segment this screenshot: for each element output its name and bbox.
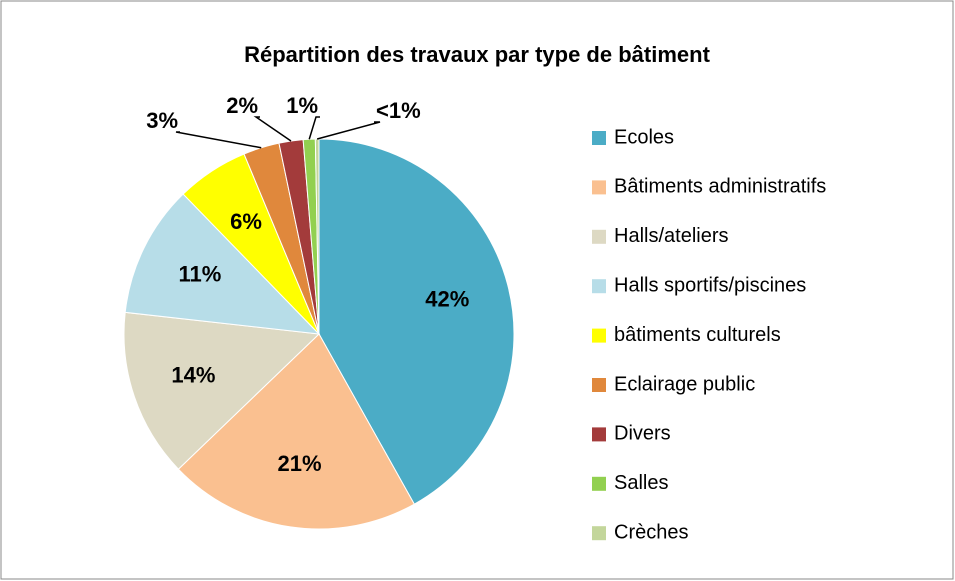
data-label: 42% [425,286,469,311]
legend-label: Eclairage public [614,373,755,395]
legend-swatch [592,476,606,491]
data-label: <1% [376,98,421,123]
legend-label: Halls sportifs/piscines [614,274,806,296]
legend-swatch [592,427,606,442]
pie-slice [318,138,515,505]
legend-label: Bâtiments administratifs [614,176,826,198]
data-label: 3% [146,108,178,133]
legend-swatch [592,328,606,343]
pie-slice [177,333,415,530]
data-label: 21% [278,451,322,476]
legend-label: Divers [614,423,671,445]
legend-label: bâtiments culturels [614,324,781,346]
legend-label: Ecoles [614,126,674,148]
legend-swatch [592,131,606,145]
legend-label: Halls/ateliers [614,225,728,247]
pie-slice [123,311,321,470]
legend-label: Salles [614,472,668,494]
legend-swatch [592,378,606,392]
legend-swatch [592,180,606,195]
leader-line [253,116,292,142]
legend-swatch [592,526,606,541]
data-label: 1% [286,93,318,118]
legend-swatch [592,229,606,244]
leader-line [308,116,320,140]
data-label: 6% [230,209,262,234]
leader-line [316,121,381,140]
data-label: 2% [226,93,258,118]
pie-slice [124,193,321,335]
data-label: 14% [171,362,215,387]
chart-title: Répartition des travaux par type de bâti… [244,42,710,67]
data-label: 11% [179,261,222,286]
legend-label: Crèches [614,521,688,543]
leader-line [175,131,262,149]
legend-swatch [592,279,606,294]
